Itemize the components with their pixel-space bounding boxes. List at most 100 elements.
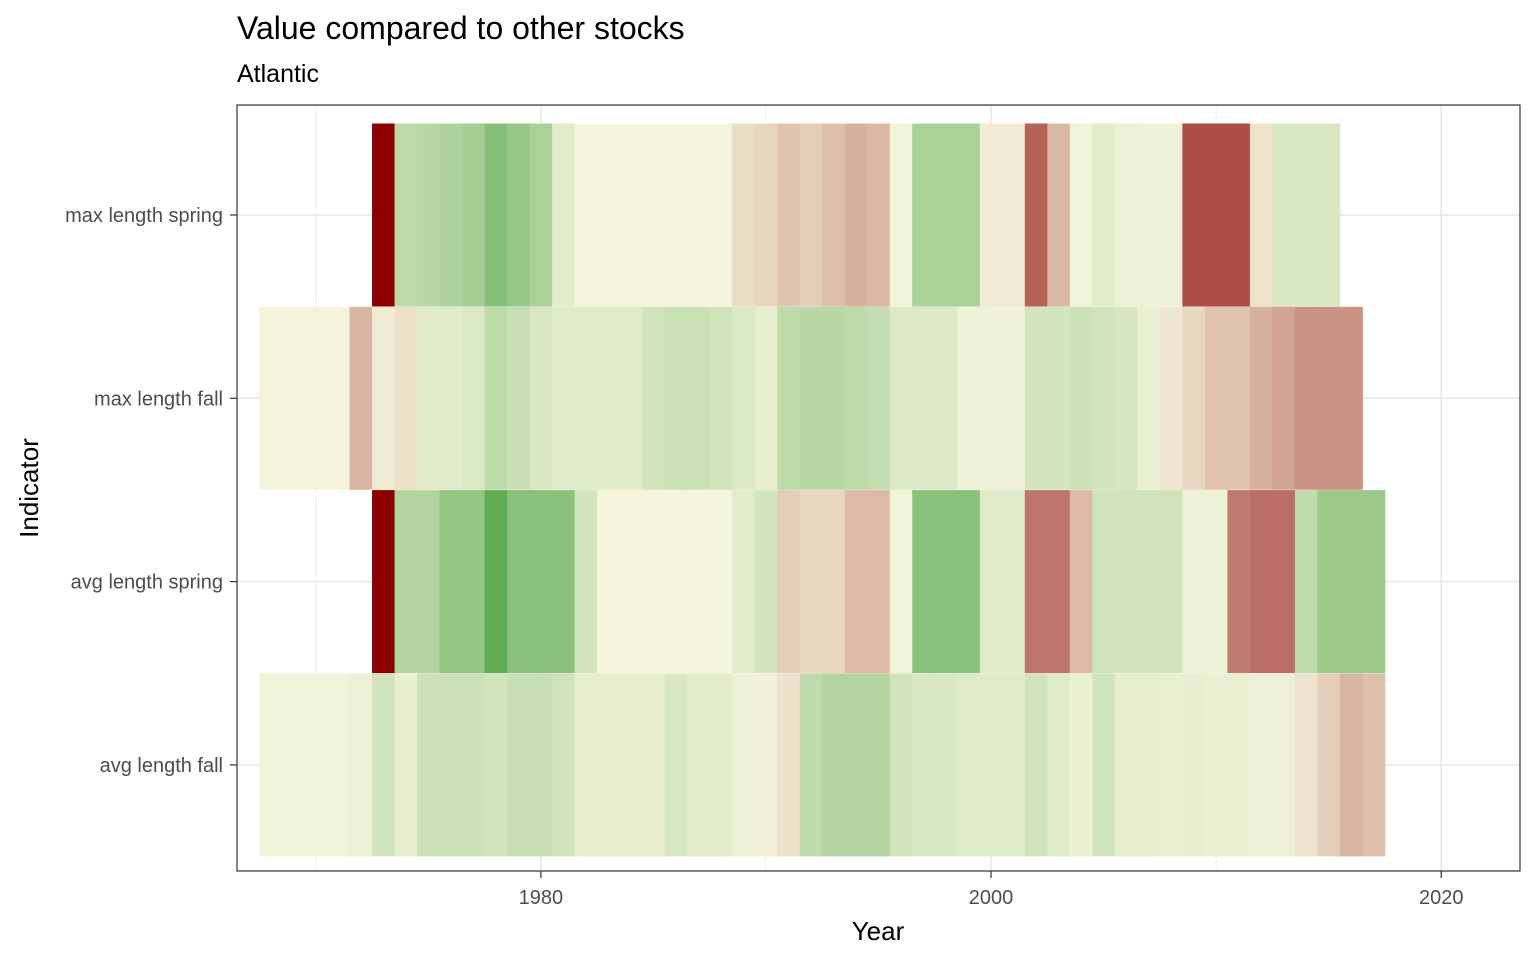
heatmap-tile: [799, 306, 823, 490]
heatmap-tile: [484, 306, 508, 490]
heatmap-tile: [1339, 490, 1363, 674]
heatmap-tile: [1227, 490, 1251, 674]
heatmap-tile: [957, 673, 981, 857]
y-tick-label: max length spring: [65, 205, 223, 227]
heatmap-tile: [259, 673, 283, 857]
heatmap-tile: [394, 306, 418, 490]
heatmap-tile: [709, 123, 733, 307]
heatmap-tile: [934, 673, 958, 857]
heatmap-tile: [1002, 123, 1026, 307]
heatmap-tile: [1182, 490, 1206, 674]
heatmap-tile: [912, 123, 936, 307]
heatmap-tile: [1182, 123, 1206, 307]
heatmap-tile: [1024, 673, 1048, 857]
heatmap-tile: [799, 673, 823, 857]
heatmap-tile: [394, 123, 418, 307]
heatmap-tile: [844, 306, 868, 490]
heatmap-tile: [1227, 306, 1251, 490]
heatmap-tile: [1092, 490, 1116, 674]
heatmap-tile: [597, 123, 621, 307]
heatmap-tile: [1272, 123, 1296, 307]
heatmap-tile: [1294, 306, 1318, 490]
x-tick-label: 2000: [969, 887, 1014, 909]
heatmap-tile: [1272, 490, 1296, 674]
heatmap-tile: [1024, 123, 1048, 307]
heatmap-tile: [484, 673, 508, 857]
heatmap-tile: [979, 123, 1003, 307]
heatmap-tile: [1092, 123, 1116, 307]
heatmap-tile: [417, 673, 440, 857]
heatmap-tile: [1182, 306, 1206, 490]
heatmap-tile: [1272, 673, 1296, 857]
heatmap-tile: [934, 490, 958, 674]
heatmap-tile: [1249, 123, 1273, 307]
heatmap-tile: [349, 306, 373, 490]
heatmap-tile: [439, 490, 463, 674]
heatmap-tile: [642, 306, 666, 490]
heatmap-tile: [1047, 673, 1071, 857]
heatmap-tile: [439, 306, 463, 490]
heatmap-tile: [1159, 490, 1183, 674]
heatmap-tile: [507, 123, 531, 307]
heatmap-tile: [1249, 490, 1273, 674]
heatmap-tile: [664, 490, 688, 674]
y-axis-title: Indicator: [14, 438, 44, 538]
heatmap-tile: [979, 673, 1003, 857]
heatmap-tile: [822, 673, 846, 857]
heatmap-tile: [529, 123, 553, 307]
heatmap-tile: [844, 490, 868, 674]
heatmap-tile: [1069, 673, 1093, 857]
heatmap-tile: [1339, 306, 1363, 490]
heatmap-tile: [754, 673, 778, 857]
y-tick-label: max length fall: [94, 388, 223, 410]
heatmap-tile: [642, 490, 666, 674]
heatmap-tile: [282, 673, 305, 857]
heatmap-tile: [372, 673, 395, 857]
heatmap-tile: [889, 673, 913, 857]
heatmap-tile: [529, 490, 553, 674]
heatmap-tile: [394, 673, 418, 857]
heatmap-tile: [1249, 673, 1273, 857]
chart-title: Value compared to other stocks: [237, 10, 685, 46]
heatmap-tile: [597, 673, 621, 857]
heatmap-tile: [574, 306, 598, 490]
heatmap-tile: [732, 673, 756, 857]
heatmap-tile: [372, 306, 395, 490]
heatmap-tile: [1317, 490, 1341, 674]
heatmap-tile: [1362, 673, 1386, 857]
heatmap-tile: [1294, 123, 1318, 307]
heatmap-tile: [439, 673, 463, 857]
heatmap-tile: [529, 673, 553, 857]
heatmap-tile: [1137, 490, 1161, 674]
heatmap-tile: [957, 306, 981, 490]
heatmap-tile: [979, 306, 1003, 490]
axes: 1980 2000 2020 max length spring max length …: [65, 205, 1463, 909]
heatmap-tile: [1159, 306, 1183, 490]
heatmap-tile: [597, 490, 621, 674]
heatmap-tile: [304, 306, 328, 490]
heatmap-tile: [1137, 123, 1161, 307]
heatmap-tile: [912, 490, 936, 674]
heatmap-tile: [754, 123, 778, 307]
heatmap-tile: [1339, 673, 1363, 857]
heatmap-tile: [777, 673, 801, 857]
heatmap-tile: [552, 306, 576, 490]
heatmap-tile: [709, 490, 733, 674]
heatmap-tile: [889, 306, 913, 490]
heatmap-tile: [664, 673, 688, 857]
heatmap-tile: [507, 490, 531, 674]
chart-subtitle: Atlantic: [237, 60, 319, 88]
heatmap-tile: [1114, 490, 1138, 674]
heatmap-tile: [889, 123, 913, 307]
heatmap-tile: [1092, 673, 1116, 857]
heatmap-tile: [934, 123, 958, 307]
heatmap-tile: [777, 306, 801, 490]
heatmap-tile: [1024, 306, 1048, 490]
heatmap-tile: [1002, 673, 1026, 857]
heatmap-tile: [732, 490, 756, 674]
heatmap-tile: [1092, 306, 1116, 490]
heatmap-tile: [417, 490, 440, 674]
heatmap-tile: [619, 306, 643, 490]
heatmap-tile: [799, 490, 823, 674]
